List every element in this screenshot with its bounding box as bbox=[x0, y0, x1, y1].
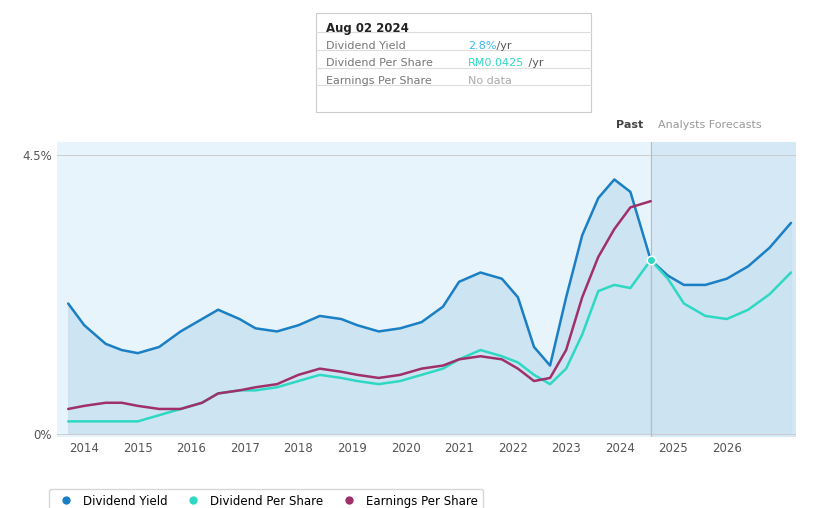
Text: Dividend Per Share: Dividend Per Share bbox=[326, 58, 433, 69]
Text: No data: No data bbox=[468, 76, 511, 86]
Text: Analysts Forecasts: Analysts Forecasts bbox=[658, 120, 762, 131]
Text: Aug 02 2024: Aug 02 2024 bbox=[326, 22, 409, 35]
Text: /yr: /yr bbox=[525, 58, 544, 69]
Text: RM0.0425: RM0.0425 bbox=[468, 58, 525, 69]
Text: Past: Past bbox=[616, 120, 644, 131]
Legend: Dividend Yield, Dividend Per Share, Earnings Per Share: Dividend Yield, Dividend Per Share, Earn… bbox=[48, 489, 484, 508]
Bar bbox=[651, 142, 796, 437]
Text: Earnings Per Share: Earnings Per Share bbox=[326, 76, 432, 86]
Text: Dividend Yield: Dividend Yield bbox=[326, 41, 406, 51]
Text: 2.8%: 2.8% bbox=[468, 41, 497, 51]
Text: /yr: /yr bbox=[493, 41, 511, 51]
